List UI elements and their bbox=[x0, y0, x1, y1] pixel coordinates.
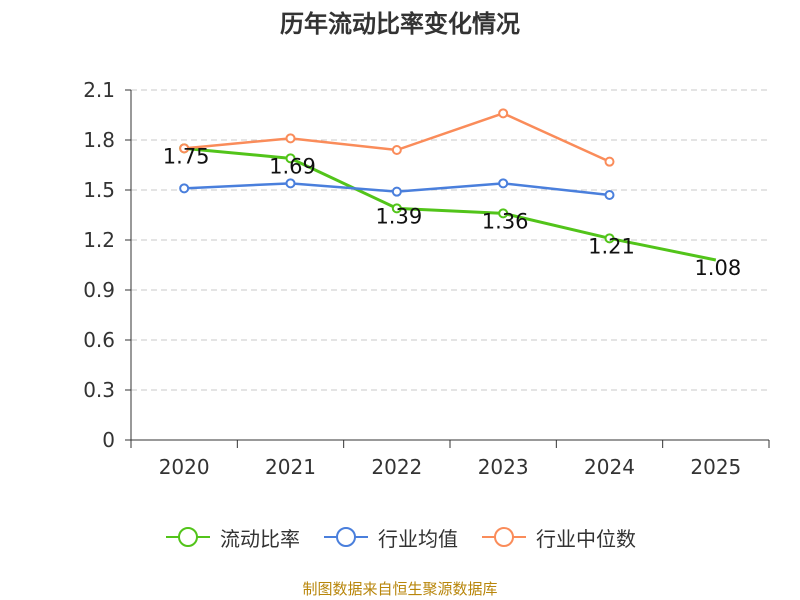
data-label: 1.08 bbox=[694, 256, 741, 280]
data-point bbox=[604, 190, 615, 200]
legend-item-industry-mean[interactable]: 行业均值 bbox=[322, 523, 458, 552]
legend-item-current-ratio[interactable]: 流动比率 bbox=[164, 523, 300, 552]
x-tick-label: 2025 bbox=[690, 455, 741, 479]
data-label: 1.36 bbox=[482, 209, 529, 233]
legend-line-marker-icon bbox=[482, 527, 526, 547]
data-point bbox=[391, 203, 402, 214]
x-tick-label: 2022 bbox=[371, 455, 422, 479]
legend: 流动比率 行业均值 行业中位数 bbox=[0, 520, 800, 554]
data-point bbox=[498, 108, 509, 119]
data-label: 1.39 bbox=[375, 204, 422, 228]
data-point bbox=[498, 208, 509, 219]
x-tick-label: 2023 bbox=[478, 455, 529, 479]
data-point bbox=[285, 178, 296, 189]
series-line bbox=[184, 146, 717, 262]
data-point bbox=[179, 143, 190, 154]
data-point bbox=[391, 145, 402, 155]
y-tick-label: 2.1 bbox=[83, 78, 115, 102]
data-point bbox=[179, 183, 190, 194]
chart-title: 历年流动比率变化情况 bbox=[280, 10, 520, 38]
legend-item-industry-median[interactable]: 行业中位数 bbox=[480, 523, 636, 552]
y-tick-label: 1.2 bbox=[83, 228, 115, 252]
legend-line-marker-icon bbox=[166, 527, 210, 547]
data-point bbox=[498, 178, 509, 189]
legend-label-industry-mean: 行业均值 bbox=[378, 526, 458, 551]
data-point bbox=[604, 233, 615, 244]
y-tick-label: 0.6 bbox=[83, 328, 115, 352]
legend-label-industry-median: 行业中位数 bbox=[536, 526, 636, 551]
x-tick-label: 2021 bbox=[265, 455, 316, 479]
data-point bbox=[604, 156, 615, 167]
data-source-note: 制图数据来自恒生聚源数据库 bbox=[302, 580, 498, 598]
legend-label-current-ratio: 流动比率 bbox=[220, 526, 300, 551]
data-label: 1.21 bbox=[588, 234, 635, 258]
data-label: 1.75 bbox=[163, 144, 210, 168]
data-point bbox=[285, 153, 296, 164]
x-tick-label: 2020 bbox=[159, 455, 210, 479]
y-tick-label: 0.3 bbox=[83, 378, 115, 402]
data-label: 1.69 bbox=[269, 154, 316, 178]
y-tick-label: 1.8 bbox=[83, 128, 115, 152]
y-tick-label: 0.9 bbox=[83, 278, 115, 302]
x-tick-label: 2024 bbox=[584, 455, 635, 479]
y-tick-label: 0 bbox=[102, 428, 115, 452]
y-tick-label: 1.5 bbox=[83, 178, 115, 202]
data-point bbox=[391, 186, 402, 197]
data-point bbox=[285, 133, 296, 144]
legend-line-marker-icon bbox=[324, 527, 368, 547]
